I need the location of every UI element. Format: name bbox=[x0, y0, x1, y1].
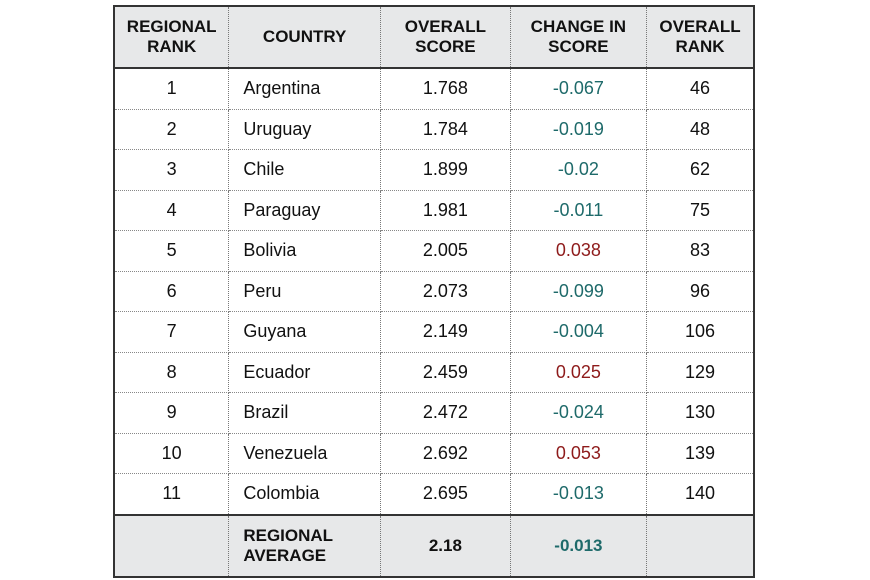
table-row: 2 Uruguay 1.784 -0.019 48 bbox=[113, 109, 755, 150]
change-in-score-cell: 0.038 bbox=[509, 230, 647, 272]
overall-score-cell: 2.149 bbox=[379, 311, 511, 353]
regional-rank-cell: 4 bbox=[113, 190, 230, 231]
regional-average-score: 2.18 bbox=[379, 514, 511, 577]
overall-score-cell: 2.459 bbox=[379, 352, 511, 393]
overall-rank-cell: 48 bbox=[645, 109, 755, 150]
table-row: 7 Guyana 2.149 -0.004 106 bbox=[113, 311, 755, 353]
country-cell: Bolivia bbox=[228, 230, 381, 272]
table-row: 6 Peru 2.073 -0.099 96 bbox=[113, 271, 755, 312]
regional-rank-cell: 10 bbox=[113, 433, 230, 474]
overall-score-cell: 2.695 bbox=[379, 473, 511, 516]
regional-ranking-table: REGIONAL RANK COUNTRY OVERALL SCORE CHAN… bbox=[113, 5, 755, 578]
change-in-score-cell: -0.004 bbox=[509, 311, 647, 353]
regional-rank-cell: 9 bbox=[113, 392, 230, 434]
overall-rank-cell: 130 bbox=[645, 392, 755, 434]
overall-rank-cell: 96 bbox=[645, 271, 755, 312]
overall-rank-cell: 62 bbox=[645, 149, 755, 191]
change-in-score-cell: -0.024 bbox=[509, 392, 647, 434]
country-cell: Chile bbox=[228, 149, 381, 191]
regional-rank-cell: 8 bbox=[113, 352, 230, 393]
overall-score-cell: 1.768 bbox=[379, 68, 511, 110]
change-in-score-cell: -0.019 bbox=[509, 109, 647, 150]
header-overall-rank: OVERALL RANK bbox=[645, 6, 755, 69]
country-cell: Brazil bbox=[228, 392, 381, 434]
change-in-score-cell: -0.013 bbox=[509, 473, 647, 516]
regional-average-row: REGIONAL AVERAGE 2.18 -0.013 bbox=[113, 514, 755, 577]
header-change-in-score: CHANGE IN SCORE bbox=[509, 6, 647, 69]
country-cell: Guyana bbox=[228, 311, 381, 353]
regional-rank-cell: 7 bbox=[113, 311, 230, 353]
regional-rank-cell: 11 bbox=[113, 473, 230, 516]
overall-rank-cell: 83 bbox=[645, 230, 755, 272]
overall-rank-cell: 46 bbox=[645, 68, 755, 110]
header-regional-rank: REGIONAL RANK bbox=[113, 6, 230, 69]
country-cell: Uruguay bbox=[228, 109, 381, 150]
regional-rank-cell: 3 bbox=[113, 149, 230, 191]
change-in-score-cell: 0.053 bbox=[509, 433, 647, 474]
overall-rank-cell: 140 bbox=[645, 473, 755, 516]
header-row: REGIONAL RANK COUNTRY OVERALL SCORE CHAN… bbox=[113, 6, 755, 69]
overall-score-cell: 1.784 bbox=[379, 109, 511, 150]
regional-rank-cell: 2 bbox=[113, 109, 230, 150]
overall-rank-cell: 75 bbox=[645, 190, 755, 231]
regional-rank-cell: 6 bbox=[113, 271, 230, 312]
country-cell: Venezuela bbox=[228, 433, 381, 474]
country-cell: Colombia bbox=[228, 473, 381, 516]
regional-average-label: REGIONAL AVERAGE bbox=[228, 514, 381, 577]
country-cell: Argentina bbox=[228, 68, 381, 110]
footer-empty-cell bbox=[113, 514, 230, 577]
table-row: 10 Venezuela 2.692 0.053 139 bbox=[113, 433, 755, 474]
overall-score-cell: 2.073 bbox=[379, 271, 511, 312]
overall-rank-cell: 129 bbox=[645, 352, 755, 393]
regional-rank-cell: 5 bbox=[113, 230, 230, 272]
country-cell: Paraguay bbox=[228, 190, 381, 231]
table-row: 1 Argentina 1.768 -0.067 46 bbox=[113, 68, 755, 110]
table-row: 8 Ecuador 2.459 0.025 129 bbox=[113, 352, 755, 393]
header-overall-score: OVERALL SCORE bbox=[379, 6, 511, 69]
change-in-score-cell: -0.011 bbox=[509, 190, 647, 231]
country-cell: Peru bbox=[228, 271, 381, 312]
overall-score-cell: 2.472 bbox=[379, 392, 511, 434]
overall-rank-cell: 106 bbox=[645, 311, 755, 353]
country-cell: Ecuador bbox=[228, 352, 381, 393]
overall-score-cell: 2.005 bbox=[379, 230, 511, 272]
change-in-score-cell: -0.067 bbox=[509, 68, 647, 110]
change-in-score-cell: -0.099 bbox=[509, 271, 647, 312]
footer-empty-cell bbox=[645, 514, 755, 577]
change-in-score-cell: 0.025 bbox=[509, 352, 647, 393]
regional-rank-cell: 1 bbox=[113, 68, 230, 110]
overall-score-cell: 1.899 bbox=[379, 149, 511, 191]
overall-score-cell: 2.692 bbox=[379, 433, 511, 474]
table-row: 11 Colombia 2.695 -0.013 140 bbox=[113, 473, 755, 516]
table-row: 3 Chile 1.899 -0.02 62 bbox=[113, 149, 755, 191]
overall-rank-cell: 139 bbox=[645, 433, 755, 474]
header-country: COUNTRY bbox=[228, 6, 381, 69]
regional-average-change: -0.013 bbox=[509, 514, 647, 577]
table-row: 5 Bolivia 2.005 0.038 83 bbox=[113, 230, 755, 272]
change-in-score-cell: -0.02 bbox=[509, 149, 647, 191]
table-row: 4 Paraguay 1.981 -0.011 75 bbox=[113, 190, 755, 231]
table-row: 9 Brazil 2.472 -0.024 130 bbox=[113, 392, 755, 434]
overall-score-cell: 1.981 bbox=[379, 190, 511, 231]
